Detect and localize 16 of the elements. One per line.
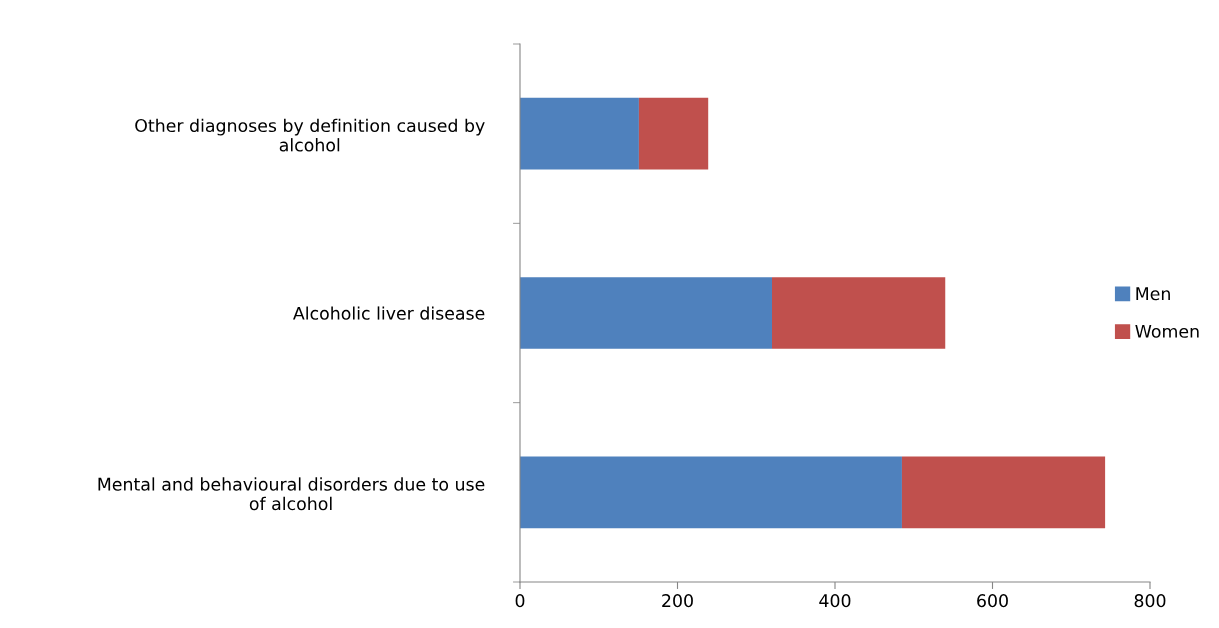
y-tick-label: Other diagnoses by definition caused by alcohol <box>135 118 485 152</box>
bar <box>520 277 772 349</box>
x-tick-label: 800 <box>1134 594 1166 608</box>
bar <box>520 456 902 529</box>
bar <box>638 97 709 170</box>
bar <box>520 97 639 170</box>
x-tick-label: 600 <box>977 594 1008 608</box>
y-tick-label: Alcoholic liver disease <box>293 306 485 320</box>
bar <box>772 277 946 349</box>
legend-label: Women <box>1135 324 1199 338</box>
x-tick-label: 0 <box>515 594 525 608</box>
y-tick-label: Mental and behavioural disorders due to use of alcohol <box>98 477 485 511</box>
x-tick-label: 200 <box>662 594 693 608</box>
x-tick-label: 400 <box>819 594 851 608</box>
bar <box>901 456 1106 529</box>
legend-label: Men <box>1136 287 1170 301</box>
